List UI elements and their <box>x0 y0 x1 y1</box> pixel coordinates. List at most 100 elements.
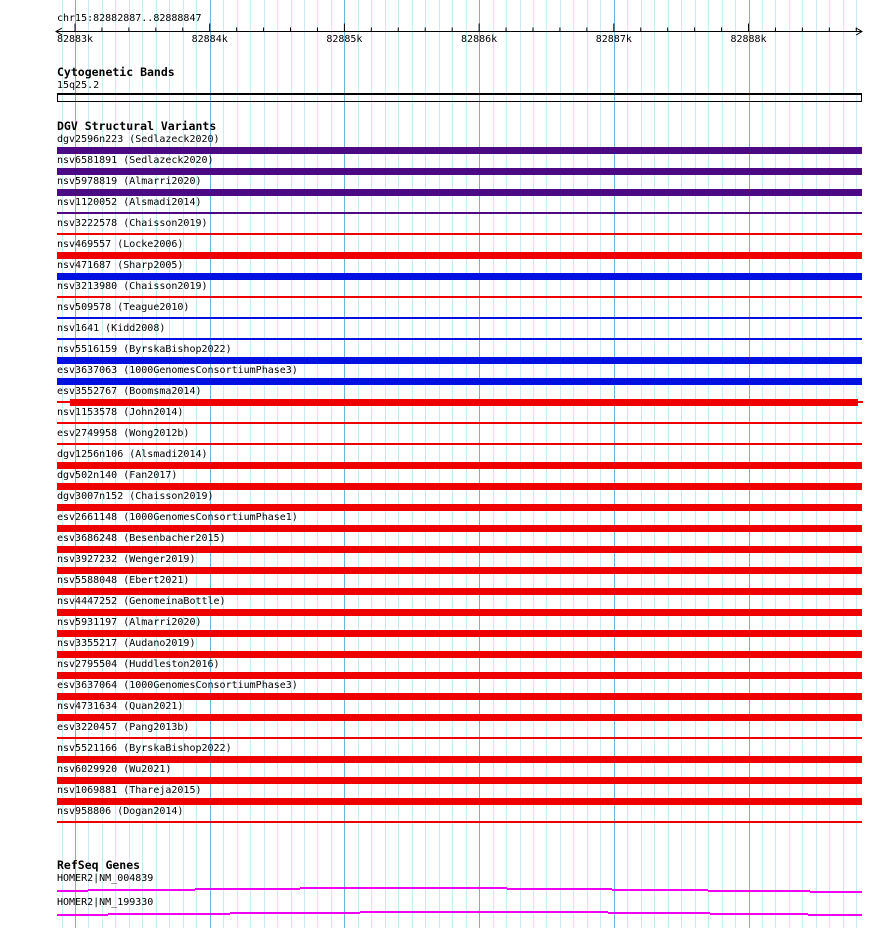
variant-bar[interactable] <box>57 609 862 616</box>
gene-line-segment[interactable] <box>808 914 862 916</box>
ruler-arrow-right-icon <box>855 27 863 36</box>
variant-label[interactable]: nsv2795504 (Huddleston2016) <box>57 659 220 670</box>
gene-line-segment[interactable] <box>608 912 710 914</box>
variant-label[interactable]: nsv1153578 (John2014) <box>57 407 184 418</box>
variant-bar[interactable] <box>57 798 862 805</box>
variant-label[interactable]: dgv502n140 (Fan2017) <box>57 470 178 481</box>
gene-line-segment[interactable] <box>88 889 195 891</box>
gene-line-segment[interactable] <box>507 888 612 890</box>
variant-label[interactable]: esv2661148 (1000GenomesConsortiumPhase1) <box>57 512 298 523</box>
variant-label[interactable]: nsv509578 (Teague2010) <box>57 302 190 313</box>
ruler-tick-label: 82885k <box>326 34 363 45</box>
variant-bar[interactable] <box>57 252 862 259</box>
cytobands-header: Cytogenetic Bands <box>57 65 175 79</box>
variant-bar[interactable] <box>57 462 862 469</box>
ruler-tick-label: 82884k <box>191 34 228 45</box>
variant-bar[interactable] <box>57 273 862 280</box>
region-title: chr15:82882887..82888847 <box>57 13 202 24</box>
variant-bar[interactable] <box>57 147 862 154</box>
variant-bar[interactable] <box>57 693 862 700</box>
variant-label[interactable]: dgv3007n152 (Chaisson2019) <box>57 491 214 502</box>
variant-label[interactable]: nsv1069881 (Thareja2015) <box>57 785 202 796</box>
variant-label[interactable]: esv3552767 (Boomsma2014) <box>57 386 202 397</box>
variant-bar[interactable] <box>57 821 862 823</box>
variant-bar[interactable] <box>57 443 862 445</box>
variant-bar[interactable] <box>57 777 862 784</box>
refseq-header: RefSeq Genes <box>57 858 141 872</box>
variant-bar[interactable] <box>57 422 862 424</box>
variant-bar[interactable] <box>57 672 862 679</box>
variant-label[interactable]: nsv4447252 (GenomeinaBottle) <box>57 596 226 607</box>
variant-bar[interactable] <box>57 233 862 235</box>
variant-label[interactable]: esv3220457 (Pang2013b) <box>57 722 190 733</box>
variant-label[interactable]: esv3686248 (Besenbacher2015) <box>57 533 226 544</box>
variant-bar[interactable] <box>57 588 862 595</box>
gene-line-segment[interactable] <box>300 887 507 889</box>
variant-label[interactable]: nsv6029920 (Wu2021) <box>57 764 172 775</box>
variant-label[interactable]: nsv3213980 (Chaisson2019) <box>57 281 208 292</box>
gene-line-segment[interactable] <box>57 914 108 916</box>
ruler-tick-label: 82883k <box>56 34 94 45</box>
ruler-tick-label: 82886k <box>461 34 498 45</box>
gene-line-segment[interactable] <box>810 891 862 893</box>
dgv-header: DGV Structural Variants <box>57 119 217 133</box>
ruler-tick-label: 82887k <box>595 34 632 45</box>
variant-label[interactable]: nsv6581891 (Sedlazeck2020) <box>57 155 214 166</box>
variant-bar[interactable] <box>57 737 862 739</box>
gene-line-segment[interactable] <box>360 911 608 913</box>
variant-bar[interactable] <box>57 401 70 403</box>
variant-bar[interactable] <box>57 651 862 658</box>
variant-label[interactable]: esv2749958 (Wong2012b) <box>57 428 190 439</box>
variant-bar[interactable] <box>57 525 862 532</box>
variant-bar[interactable] <box>57 189 862 196</box>
gene-line-segment[interactable] <box>612 889 708 891</box>
variant-bar[interactable] <box>57 714 862 721</box>
variant-bar[interactable] <box>57 357 862 364</box>
variant-label[interactable]: nsv5931197 (Almarri2020) <box>57 617 202 628</box>
gene-line-segment[interactable] <box>108 913 230 915</box>
variant-label[interactable]: esv3637064 (1000GenomesConsortiumPhase3) <box>57 680 298 691</box>
cytoband-label: 15q25.2 <box>57 80 100 91</box>
variant-bar[interactable] <box>57 567 862 574</box>
variant-bar[interactable] <box>57 378 862 385</box>
gene-line-segment[interactable] <box>230 912 360 914</box>
gene-label[interactable]: HOMER2|NM_004839 <box>57 873 154 884</box>
variant-bar[interactable] <box>57 338 862 340</box>
variant-bar[interactable] <box>57 296 862 298</box>
gene-line-segment[interactable] <box>57 890 88 892</box>
variant-bar[interactable] <box>57 504 862 511</box>
gene-line-segment[interactable] <box>710 913 808 915</box>
variant-label[interactable]: nsv1641 (Kidd2008) <box>57 323 166 334</box>
variant-bar[interactable] <box>57 630 862 637</box>
variant-label[interactable]: nsv3927232 (Wenger2019) <box>57 554 196 565</box>
ruler-tick-label: 82888k <box>730 34 767 45</box>
variant-label[interactable]: nsv4731634 (Quan2021) <box>57 701 184 712</box>
variant-label[interactable]: nsv1120052 (Alsmadi2014) <box>57 197 202 208</box>
variant-label[interactable]: esv3637063 (1000GenomesConsortiumPhase3) <box>57 365 298 376</box>
variant-label[interactable]: nsv958806 (Dogan2014) <box>57 806 184 817</box>
variant-label[interactable]: nsv5588048 (Ebert2021) <box>57 575 190 586</box>
variant-bar[interactable] <box>57 483 862 490</box>
variant-label[interactable]: dgv1256n106 (Alsmadi2014) <box>57 449 208 460</box>
variant-bar[interactable] <box>57 168 862 175</box>
cytoband-box <box>57 93 862 102</box>
variant-label[interactable]: nsv3222578 (Chaisson2019) <box>57 218 208 229</box>
gene-line-segment[interactable] <box>708 890 810 892</box>
variant-label[interactable]: dgv2596n223 (Sedlazeck2020) <box>57 134 220 145</box>
variant-bar[interactable] <box>858 401 863 403</box>
ruler-arrow-left-icon <box>55 27 63 36</box>
variant-label[interactable]: nsv3355217 (Audano2019) <box>57 638 196 649</box>
variant-label[interactable]: nsv471687 (Sharp2005) <box>57 260 184 271</box>
variant-bar[interactable] <box>70 399 858 406</box>
variant-label[interactable]: nsv469557 (Locke2006) <box>57 239 184 250</box>
variant-label[interactable]: nsv5521166 (ByrskaBishop2022) <box>57 743 232 754</box>
variant-bar[interactable] <box>57 212 862 214</box>
gene-line-segment[interactable] <box>195 888 300 890</box>
variant-bar[interactable] <box>57 317 862 319</box>
variant-bar[interactable] <box>57 756 862 763</box>
gene-label[interactable]: HOMER2|NM_199330 <box>57 897 154 908</box>
variant-label[interactable]: nsv5978819 (Almarri2020) <box>57 176 202 187</box>
variant-bar[interactable] <box>57 546 862 553</box>
variant-label[interactable]: nsv5516159 (ByrskaBishop2022) <box>57 344 232 355</box>
